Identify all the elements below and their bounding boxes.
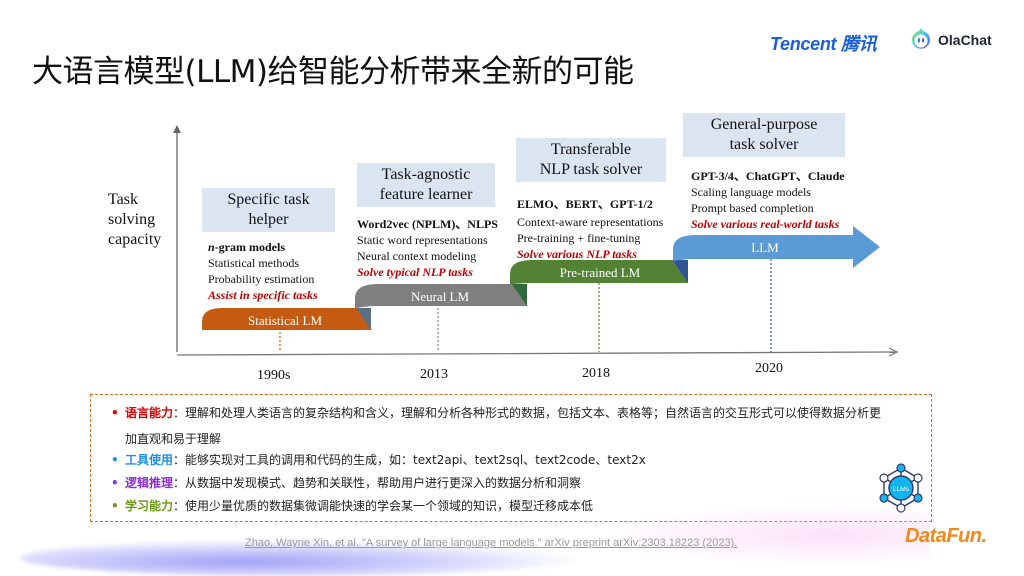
- capability-learning: • 学习能力：使用少量优质的数据集微调能快速的学会某一个领域的知识，模型迁移成本低: [111, 499, 594, 513]
- capability-tool-use: • 工具使用：能够实现对工具的调用和代码的生成，如：text2api、text2s…: [111, 453, 646, 467]
- stage-details-neural: Word2vec (NPLM)、NLPS Static word represe…: [357, 217, 498, 279]
- stage-header-specific-task-helper: Specific task helper: [202, 188, 335, 232]
- capability-reasoning: • 逻辑推理：从数据中发现模式、趋势和关联性，帮助用户进行更深入的数据分析和洞察: [111, 476, 582, 490]
- year-label-2020: 2020: [755, 361, 783, 376]
- y-axis-label: Task solving capacity: [108, 191, 162, 248]
- year-label-2018: 2018: [582, 366, 610, 381]
- stage-details-pretrained: ELMO、BERT、GPT-1/2 Context-aware represen…: [517, 197, 664, 261]
- x-axis-arrow-icon: [888, 347, 899, 357]
- stage-header-general-purpose: General-purpose task solver: [683, 113, 845, 157]
- footer-glow: [600, 505, 930, 565]
- stage-details-statistical: n-gram models Statistical methods Probab…: [208, 240, 318, 302]
- llm-network-icon: LLMs: [879, 463, 923, 513]
- footer-swoosh: [20, 540, 580, 576]
- bar-label-llm: LLM: [751, 240, 779, 255]
- bar-label-neural-lm: Neural LM: [410, 289, 470, 304]
- y-axis-arrow-icon: [173, 125, 181, 133]
- citation-link[interactable]: Zhao, Wayne Xin, et al. "A survey of lar…: [245, 537, 738, 549]
- year-label-2013: 2013: [420, 367, 448, 382]
- stage-header-transferable: Transferable NLP task solver: [516, 138, 666, 182]
- page-title: 大语言模型(LLM)给智能分析带来全新的可能: [32, 54, 634, 90]
- capabilities-box: • 语言能力：理解和处理人类语言的复杂结构和含义，理解和分析各种形式的数据，包括文…: [90, 394, 932, 522]
- olachat-face-icon: [912, 28, 930, 49]
- year-label-1990s: 1990s: [257, 368, 291, 383]
- svg-text:LLMs: LLMs: [893, 486, 910, 493]
- stage-header-task-agnostic: Task-agnostic feature learner: [357, 163, 495, 207]
- olachat-logo: OlaChat: [938, 32, 992, 48]
- stage-details-llm: GPT-3/4、ChatGPT、Claude Scaling language …: [691, 169, 845, 231]
- llm-evolution-diagram: Task solving capacity Specific task help…: [108, 113, 899, 383]
- bar-label-statistical-lm: Statistical LM: [247, 313, 323, 328]
- datafun-logo: DataFun.: [905, 525, 987, 547]
- bar-label-pretrained-lm: Pre-trained LM: [559, 265, 641, 280]
- x-axis: [176, 351, 896, 356]
- capability-language: • 语言能力：理解和处理人类语言的复杂结构和含义，理解和分析各种形式的数据，包括文…: [111, 406, 882, 420]
- diagram-graphics: [173, 125, 899, 357]
- capability-language-continued: 加直观和易于理解: [125, 432, 222, 446]
- tencent-logo: Tencent 腾讯: [770, 34, 877, 54]
